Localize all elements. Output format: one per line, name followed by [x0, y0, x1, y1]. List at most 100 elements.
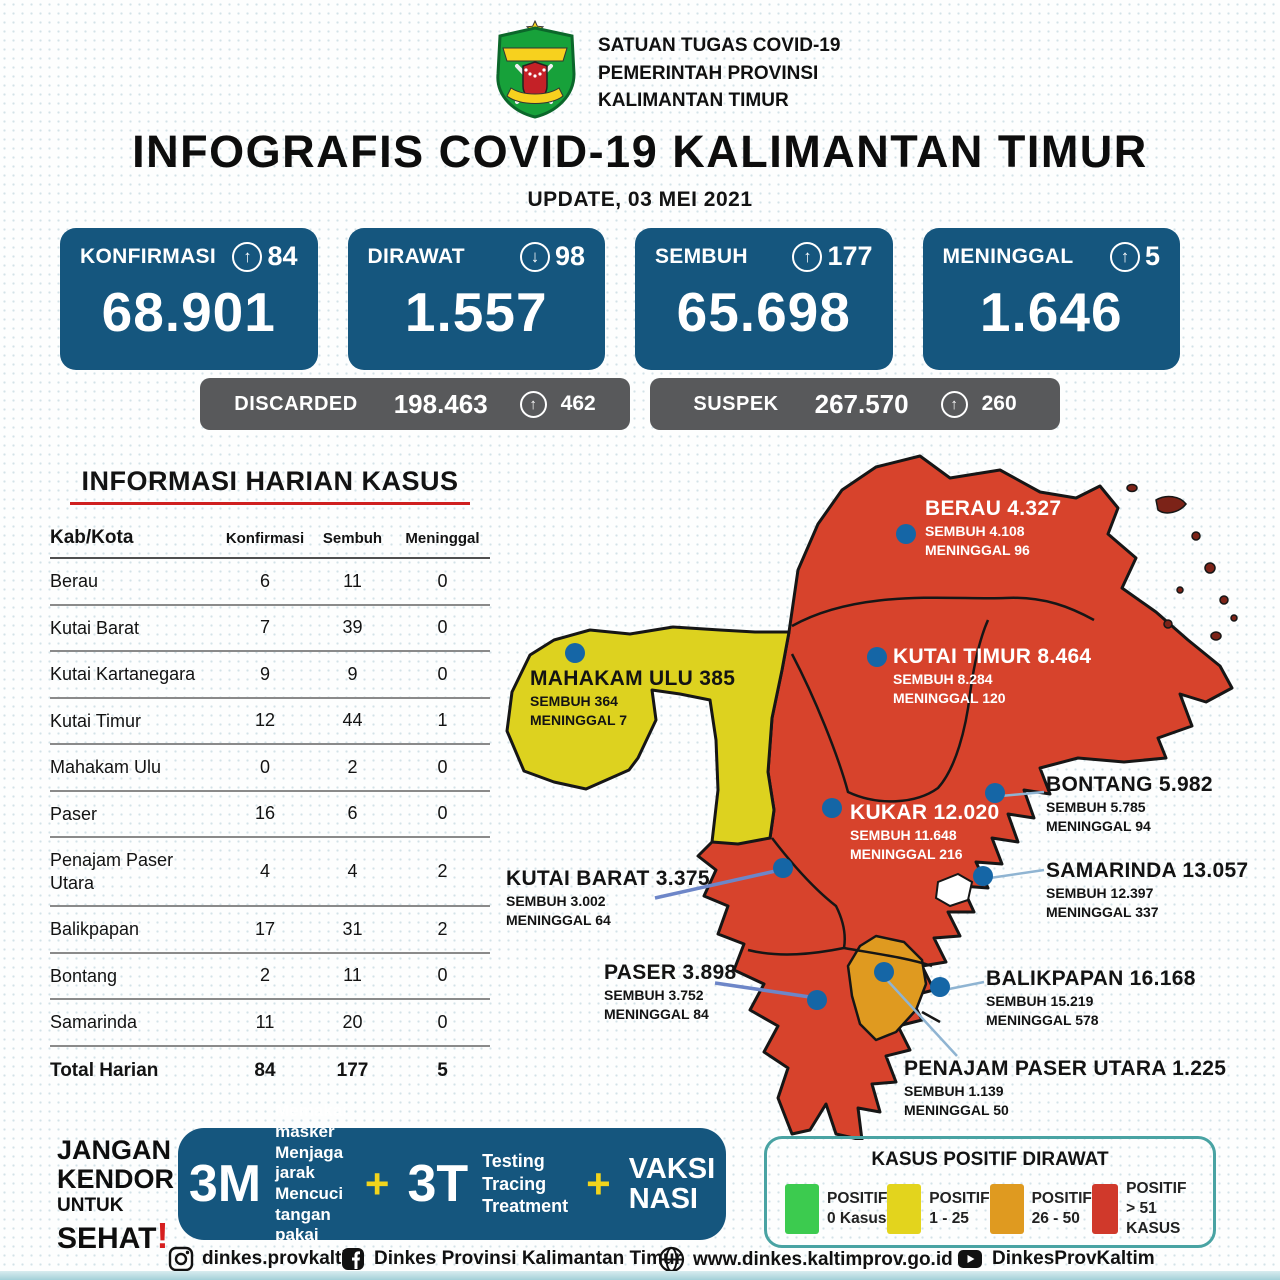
- stat-card-sembuh: SEMBUH ↑ 177 65.698: [635, 228, 893, 370]
- legend-item-green: POSITIF 0 Kasus: [785, 1179, 887, 1239]
- stat-label: DIRAWAT: [367, 244, 465, 268]
- marker-mahakam-ulu: [565, 643, 585, 663]
- footer-website[interactable]: www.dinkes.kaltimprov.go.id: [658, 1246, 953, 1273]
- suspek-pill: SUSPEK 267.570 ↑ 260: [650, 378, 1060, 430]
- region-title: BALIKPAPAN 16.168: [986, 967, 1196, 990]
- footer-handle: www.dinkes.kaltimprov.go.id: [693, 1248, 953, 1270]
- col-header: Konfirmasi: [225, 529, 305, 547]
- map-label-bontang: BONTANG 5.982 SEMBUH 5.785 MENINGGAL 94: [1046, 772, 1213, 835]
- cell-meninggal: 2: [437, 861, 448, 881]
- cell-meninggal: 0: [437, 965, 448, 986]
- map-label-kutai-timur: KUTAI TIMUR 8.464 SEMBUH 8.284 MENINGGAL…: [893, 644, 1091, 707]
- orange-swatch: [989, 1184, 1024, 1235]
- cell-sembuh: 6: [347, 803, 358, 824]
- slogan-block: JANGAN KENDOR UNTUK SEHAT!: [57, 1135, 174, 1256]
- protocol-line: Memakai masker: [275, 1101, 347, 1141]
- cell-region: Kutai Timur: [50, 710, 142, 731]
- cell-konfirmasi: 16: [254, 803, 276, 824]
- legend-label: POSITIF 26 - 50: [1032, 1189, 1092, 1229]
- table-row: Bontang 2 11 0: [50, 954, 490, 1000]
- table-total-row: Total Harian 84 177 5: [50, 1047, 490, 1082]
- cell-total-label: Total Harian: [50, 1059, 159, 1081]
- title-underline: [70, 502, 470, 505]
- legend-item-red: POSITIF > 51 KASUS: [1091, 1179, 1195, 1239]
- region-sembuh: SEMBUH 364: [530, 693, 618, 710]
- cell-sembuh: 39: [342, 617, 363, 638]
- footer-instagram[interactable]: dinkes.provkaltim: [168, 1246, 364, 1272]
- map-label-berau: BERAU 4.327 SEMBUH 4.108 MENINGGAL 96: [925, 496, 1061, 559]
- stat-delta: 98: [554, 241, 585, 271]
- kalimantan-timur-map-icon: [505, 454, 1238, 1140]
- region-title: KUKAR 12.020: [850, 801, 1000, 824]
- page-title: INFOGRAFIS COVID-19 KALIMANTAN TIMUR: [132, 126, 1148, 177]
- col-header: Sembuh: [322, 529, 383, 547]
- stat-value: 1.557: [404, 281, 548, 343]
- province-map: BERAU 4.327 SEMBUH 4.108 MENINGGAL 96 KU…: [480, 440, 1248, 1140]
- islands-icon: [1126, 483, 1238, 641]
- region-title: KUTAI BARAT 3.375: [506, 867, 710, 890]
- map-legend: KASUS POSITIF DIRAWAT POSITIF 0 Kasus PO…: [764, 1136, 1216, 1248]
- city-markers: [565, 524, 1005, 1010]
- slogan-line: SEHAT: [57, 1221, 157, 1255]
- table-row: Kutai Timur 12 44 1: [50, 699, 490, 745]
- pill-delta: 260: [981, 392, 1017, 415]
- cell-meninggal: 2: [437, 918, 448, 939]
- callout-lines: [654, 790, 1045, 1057]
- 3t-lines: Testing Tracing Treatment: [482, 1150, 568, 1218]
- stat-value: 68.901: [101, 281, 276, 343]
- plus-icon: +: [364, 1160, 390, 1207]
- legend-line: POSITIF: [827, 1190, 888, 1208]
- globe-icon: [658, 1246, 685, 1273]
- stat-label: MENINGGAL: [942, 244, 1074, 268]
- red-swatch: [1091, 1184, 1119, 1235]
- protocol-box: 3M Memakai masker Menjaga jarak Mencuci …: [178, 1101, 726, 1265]
- cell-konfirmasi: 4: [259, 861, 270, 881]
- exclamation-mark: !: [156, 1214, 169, 1256]
- cell-konfirmasi: 12: [254, 710, 276, 731]
- region-meninggal: MENINGGAL 94: [1046, 817, 1151, 834]
- region-meninggal: MENINGGAL 337: [1046, 903, 1159, 920]
- region-title: PENAJAM PASER UTARA 1.225: [904, 1057, 1227, 1080]
- cell-region: Penajam Paser Utara: [50, 850, 174, 893]
- table-row: Paser 16 6 0: [50, 792, 490, 838]
- region-title: BERAU 4.327: [925, 497, 1062, 520]
- region-title: BONTANG 5.982: [1046, 773, 1213, 796]
- cell-sembuh: 11: [343, 965, 362, 986]
- marker-ppu: [874, 962, 894, 982]
- table-row: Penajam Paser Utara 4 4 2: [50, 838, 490, 907]
- arrow-up-icon: ↑: [232, 241, 263, 272]
- discarded-pill: DISCARDED 198.463 ↑ 462: [200, 378, 630, 430]
- map-label-kutai-barat: KUTAI BARAT 3.375 SEMBUH 3.002 MENINGGAL…: [506, 866, 710, 929]
- footer-youtube[interactable]: DinkesProvKaltim: [956, 1246, 1155, 1272]
- stat-cards-row: KONFIRMASI ↑ 84 68.901 DIRAWAT ↓ 98 1.55…: [60, 228, 1180, 370]
- marker-kutai-barat: [773, 858, 793, 878]
- col-header: Meninggal: [405, 529, 480, 547]
- cell-region: Kutai Barat: [50, 617, 140, 638]
- protocol-line: Tracing: [482, 1173, 547, 1194]
- cell-region: Paser: [50, 803, 98, 824]
- cell-konfirmasi: 17: [254, 918, 276, 939]
- footer-facebook[interactable]: Dinkes Provinsi Kalimantan Timur: [340, 1246, 682, 1272]
- arrow-down-icon: ↓: [519, 241, 550, 272]
- stat-card-dirawat: DIRAWAT ↓ 98 1.557: [347, 228, 605, 370]
- legend-label: POSITIF > 51 KASUS: [1126, 1179, 1195, 1239]
- marker-balikpapan: [930, 977, 950, 997]
- facebook-icon: [342, 1248, 364, 1270]
- marker-samarinda: [973, 866, 993, 886]
- shield-logo-icon: [496, 19, 576, 119]
- table-row: Kutai Barat 7 39 0: [50, 606, 490, 652]
- cell-region: Samarinda: [50, 1012, 138, 1032]
- cell-konfirmasi: 2: [259, 965, 270, 986]
- cell-total-meninggal: 5: [437, 1059, 448, 1081]
- table-header-row: Kab/Kota Konfirmasi Sembuh Meninggal: [50, 517, 490, 559]
- protocol-line: pakai sabun: [275, 1225, 326, 1266]
- marker-berau: [896, 524, 916, 544]
- legend-label: POSITIF 0 Kasus: [827, 1189, 887, 1229]
- region-sembuh: SEMBUH 15.219: [986, 993, 1094, 1010]
- cell-sembuh: 2: [347, 756, 358, 777]
- marker-kukar: [822, 798, 842, 818]
- legend-line: 1 - 25: [929, 1210, 969, 1228]
- region-sembuh: SEMBUH 1.139: [904, 1083, 1004, 1100]
- daily-cases-table: INFORMASI HARIAN KASUS Kab/Kota Konfirma…: [50, 466, 490, 1082]
- cell-meninggal: 0: [437, 663, 448, 684]
